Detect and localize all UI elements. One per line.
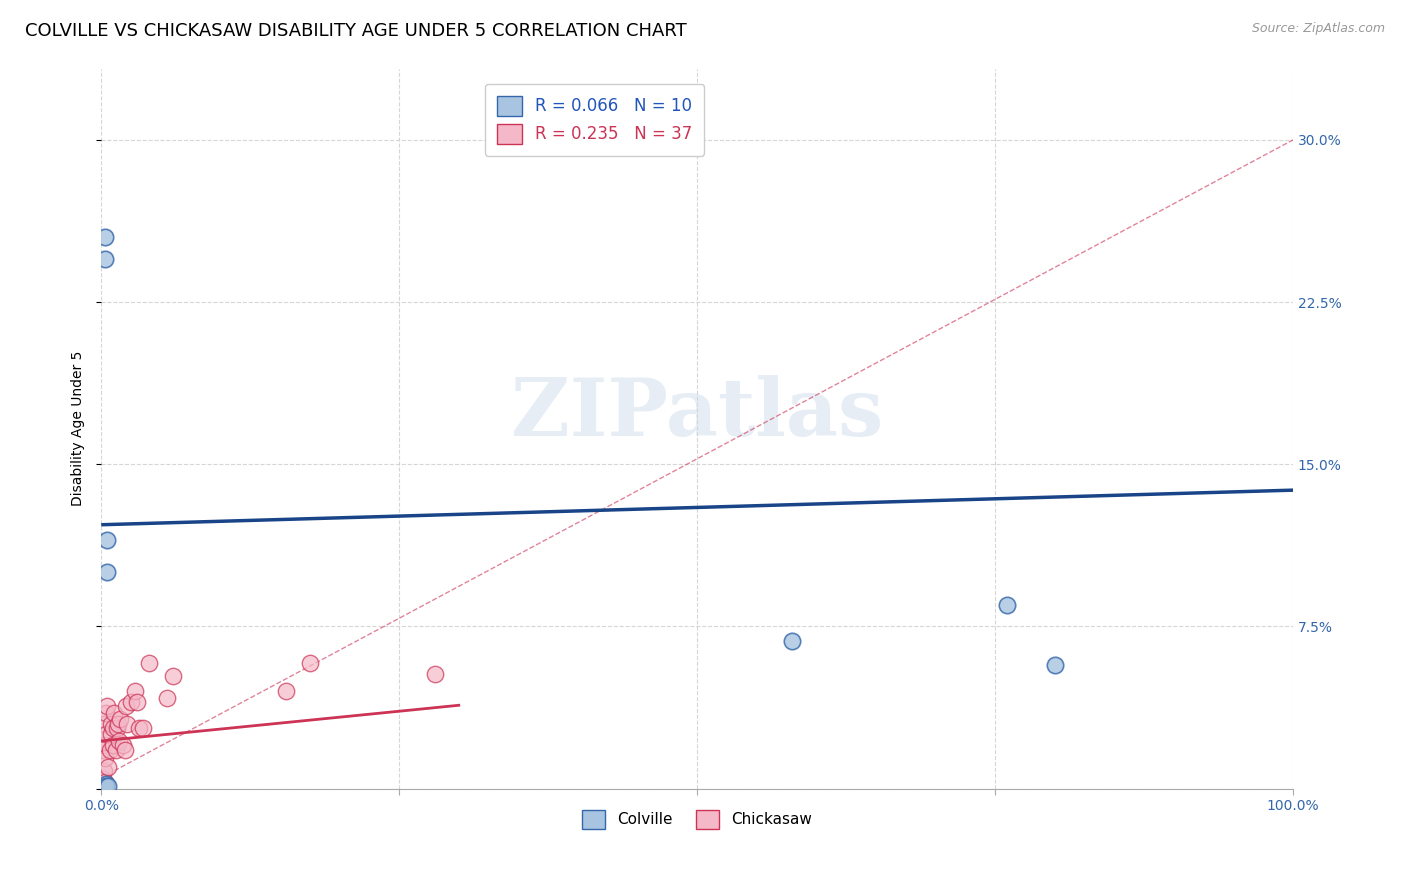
Y-axis label: Disability Age Under 5: Disability Age Under 5 <box>72 351 86 507</box>
Point <box>101 739 124 753</box>
Text: Source: ZipAtlas.com: Source: ZipAtlas.com <box>1251 22 1385 36</box>
Point <box>128 721 150 735</box>
Point <box>103 706 125 720</box>
Point <box>120 695 142 709</box>
Point <box>995 598 1018 612</box>
Point <box>117 716 139 731</box>
Point <box>156 690 179 705</box>
Point <box>111 739 134 753</box>
Point <box>93 764 115 779</box>
Point <box>104 742 127 756</box>
Point <box>782 634 804 648</box>
Point <box>96 533 118 547</box>
Text: COLVILLE VS CHICKASAW DISABILITY AGE UNDER 5 CORRELATION CHART: COLVILLE VS CHICKASAW DISABILITY AGE UND… <box>25 22 688 40</box>
Point <box>96 566 118 580</box>
Point <box>94 727 117 741</box>
Point <box>94 230 117 244</box>
Text: ZIPatlas: ZIPatlas <box>510 376 883 453</box>
Point <box>115 699 138 714</box>
Point <box>97 780 120 794</box>
Point <box>96 699 118 714</box>
Point <box>124 684 146 698</box>
Legend: Colville, Chickasaw: Colville, Chickasaw <box>576 804 818 835</box>
Point <box>93 716 115 731</box>
Point <box>1043 658 1066 673</box>
Point <box>132 721 155 735</box>
Point <box>91 742 114 756</box>
Point <box>108 734 131 748</box>
Point <box>138 656 160 670</box>
Point <box>125 695 148 709</box>
Point <box>105 721 128 735</box>
Point <box>97 760 120 774</box>
Point <box>274 684 297 698</box>
Point <box>298 656 321 670</box>
Point <box>162 669 184 683</box>
Point <box>94 751 117 765</box>
Point <box>100 727 122 741</box>
Point <box>94 780 117 794</box>
Point <box>423 667 446 681</box>
Point <box>94 777 117 791</box>
Point <box>107 716 129 731</box>
Point <box>94 706 117 720</box>
Point <box>100 716 122 731</box>
Point <box>91 771 114 785</box>
Point <box>114 742 136 756</box>
Point <box>94 252 117 266</box>
Point <box>98 742 121 756</box>
Point <box>93 739 115 753</box>
Point <box>110 712 132 726</box>
Point <box>94 775 117 789</box>
Point <box>101 721 124 735</box>
